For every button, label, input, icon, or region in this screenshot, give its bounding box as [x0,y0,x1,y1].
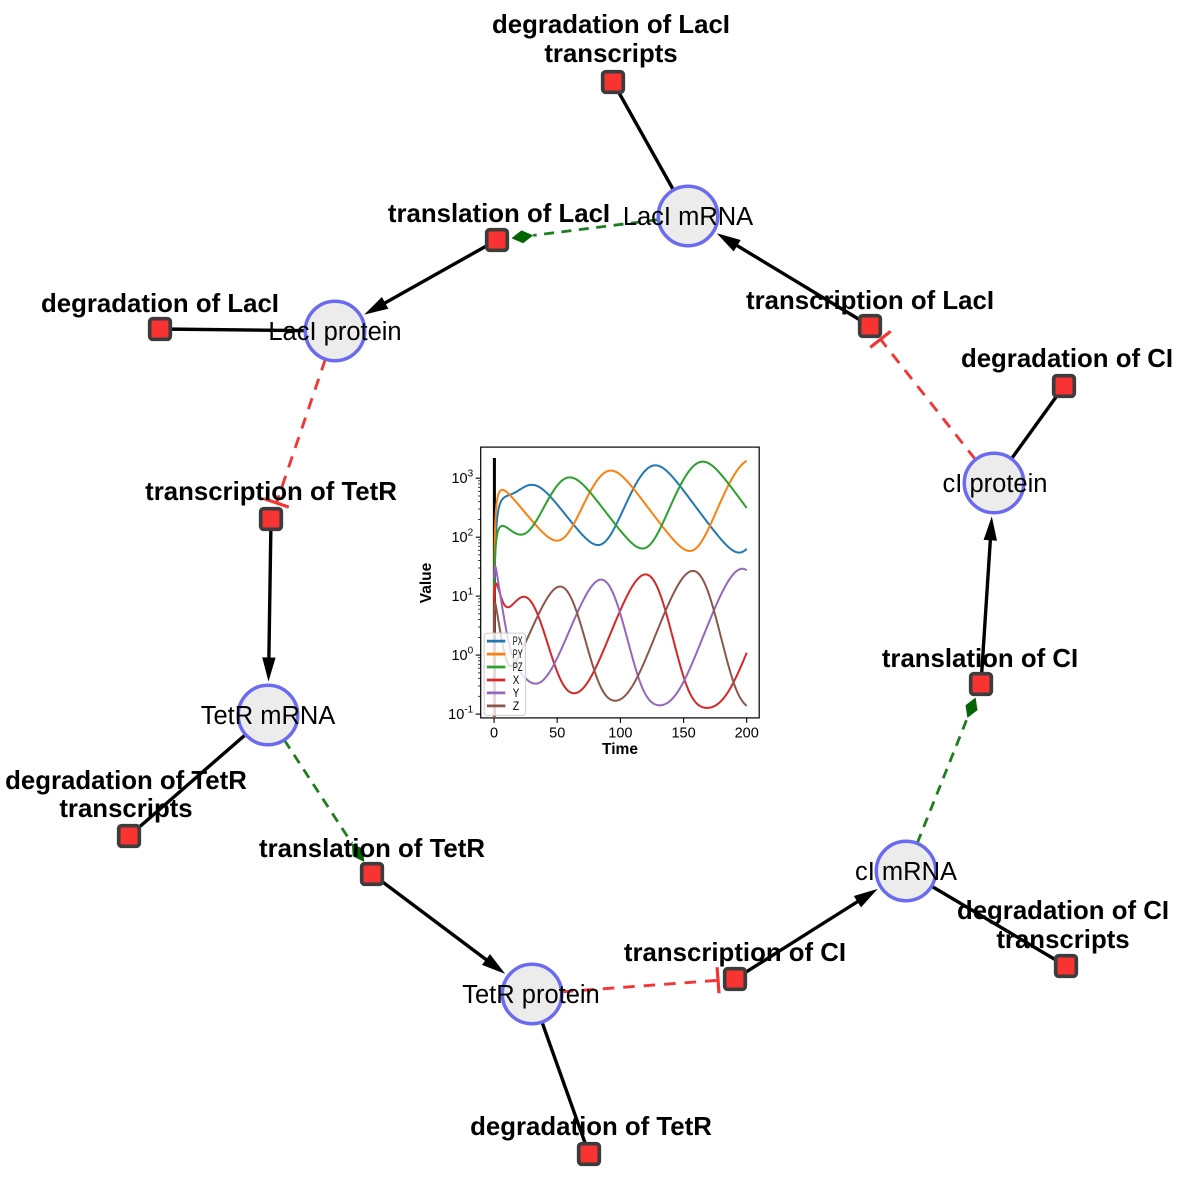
svg-text:translation of TetR: translation of TetR [259,835,485,863]
svg-text:cI mRNA: cI mRNA [855,858,957,886]
svg-text:100: 100 [451,646,473,665]
svg-text:cI protein: cI protein [943,470,1048,498]
svg-text:transcription of CI: transcription of CI [624,939,846,967]
svg-text:101: 101 [451,587,473,606]
svg-text:Y: Y [513,688,520,700]
svg-text:150: 150 [671,725,695,741]
svg-text:PZ: PZ [513,662,523,674]
svg-text:LacI mRNA: LacI mRNA [623,203,753,231]
svg-text:LacI protein: LacI protein [268,318,401,346]
svg-text:103: 103 [451,469,473,488]
svg-text:Time: Time [602,741,638,758]
svg-text:0: 0 [490,725,498,741]
svg-text:TetR mRNA: TetR mRNA [201,702,336,730]
svg-text:transcription of TetR: transcription of TetR [145,478,397,506]
svg-text:PX: PX [513,636,523,648]
svg-text:transcripts: transcripts [544,40,677,68]
svg-text:TetR protein: TetR protein [462,981,600,1009]
svg-text:degradation of CI: degradation of CI [961,345,1173,373]
svg-text:transcripts: transcripts [59,795,192,823]
svg-text:degradation of TetR: degradation of TetR [470,1113,712,1141]
svg-text:50: 50 [549,725,565,741]
svg-text:X: X [513,675,520,687]
svg-text:200: 200 [735,725,759,741]
svg-text:degradation of LacI: degradation of LacI [492,11,730,39]
svg-text:transcripts: transcripts [996,926,1129,954]
svg-text:degradation of TetR: degradation of TetR [5,767,247,795]
svg-text:102: 102 [451,528,473,547]
svg-text:transcription of LacI: transcription of LacI [746,287,994,315]
svg-text:translation of LacI: translation of LacI [388,200,610,228]
svg-text:100: 100 [608,725,632,741]
svg-text:degradation of CI: degradation of CI [957,897,1169,925]
svg-text:degradation of LacI: degradation of LacI [41,290,279,318]
svg-text:PY: PY [513,649,523,661]
svg-text:Value: Value [418,562,435,603]
svg-text:translation of CI: translation of CI [882,645,1078,673]
svg-text:Z: Z [513,701,520,713]
svg-text:10-1: 10-1 [448,705,473,724]
